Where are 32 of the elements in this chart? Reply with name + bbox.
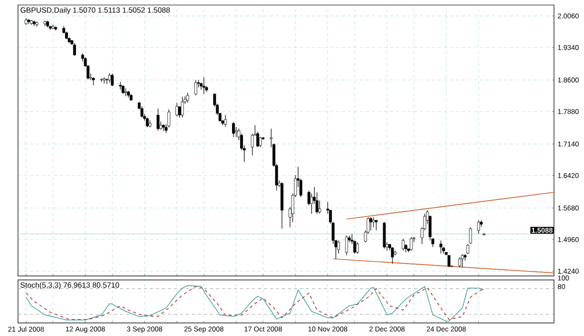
candlestick [458,256,462,268]
candlestick [461,254,464,268]
candlestick [374,220,378,231]
candlestick [250,133,254,156]
candlestick [156,108,160,132]
candlestick [439,240,442,254]
candlestick [234,126,238,138]
candlestick [100,78,103,82]
candlestick [448,255,450,268]
candlestick [477,220,480,234]
candlestick [356,242,359,254]
candlestick [186,92,190,104]
candlestick [410,236,413,251]
candlestick [224,114,227,128]
candlestick [259,136,262,148]
candlestick [180,96,184,118]
candlestick [318,200,322,214]
candlestick [345,235,348,256]
candlestick [232,122,235,138]
candlestick [73,42,76,56]
candlestick [146,117,149,128]
candlestick [372,216,375,228]
candlestick [140,106,144,118]
candlestick [176,102,178,117]
candlestick [369,216,372,231]
candlestick [108,73,111,83]
candlestick [202,77,206,94]
candlestick [162,124,165,132]
candlestick [194,80,198,96]
candlestick [390,246,394,264]
candlestick [110,73,114,86]
candlestick [402,238,405,251]
